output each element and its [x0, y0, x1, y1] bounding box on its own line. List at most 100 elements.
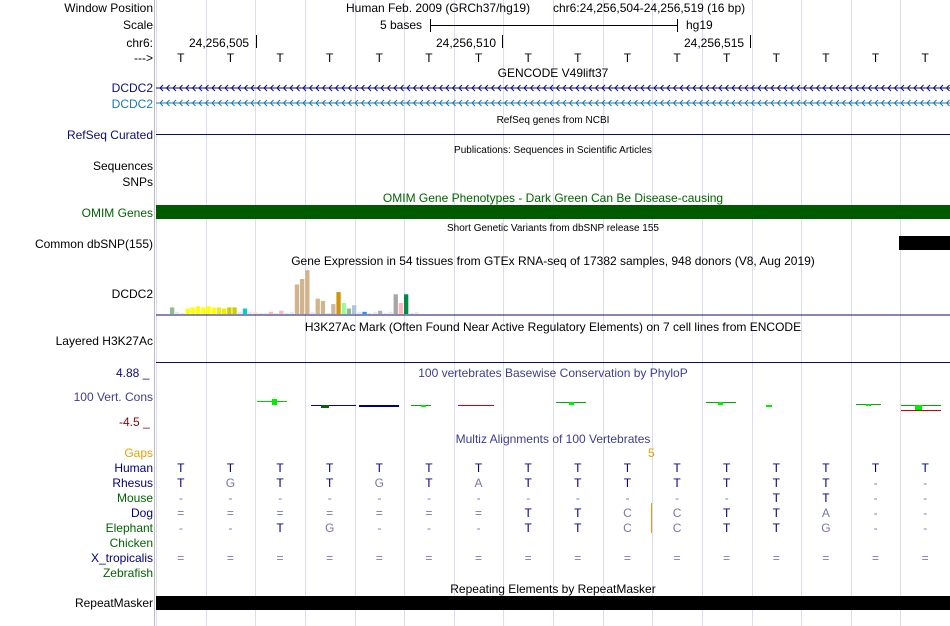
phylop-track-title[interactable]: 100 vertebrates Basewise Conservation by… [418, 366, 688, 380]
alignment-base: T [574, 461, 582, 475]
alignment-base: A [474, 476, 483, 490]
dbsnp-label[interactable]: Common dbSNP(155) [34, 237, 153, 251]
strand-chevron [289, 99, 294, 107]
alignment-base: - [873, 476, 878, 490]
strand-chevron [646, 99, 651, 107]
phylop-label[interactable]: 100 Vert. Cons [73, 390, 153, 404]
grid-line [801, 0, 802, 626]
h3k27ac-label[interactable]: Layered H3K27Ac [55, 334, 153, 348]
omim-label[interactable]: OMIM Genes [81, 206, 153, 220]
base-letter: T [474, 51, 483, 65]
repeatmasker-bar[interactable] [156, 596, 950, 610]
strand-chevron [477, 99, 482, 107]
alignment-base: = [425, 551, 433, 565]
strand-chevron [302, 99, 307, 107]
strand-chevron [737, 99, 742, 107]
species-label[interactable]: Rhesus [112, 476, 153, 490]
multiz-track-title[interactable]: Multiz Alignments of 100 Vertebrates [455, 432, 651, 446]
alignment-base: - [228, 491, 233, 505]
strand-chevron [549, 99, 554, 107]
species-label[interactable]: Chicken [109, 536, 153, 550]
strand-chevron [828, 84, 833, 92]
repeatmasker-label[interactable]: RepeatMasker [74, 596, 153, 610]
strand-chevron [412, 99, 417, 107]
alignment-base: - [923, 491, 928, 505]
alignment-base: T [723, 506, 731, 520]
refseq-label[interactable]: RefSeq Curated [66, 128, 153, 142]
gaps-label[interactable]: Gaps [124, 446, 153, 460]
strand-chevron [380, 99, 385, 107]
base-letter: T [772, 51, 780, 65]
alignment-base: T [772, 461, 780, 475]
strand-chevron [224, 99, 229, 107]
alignment-base: = [772, 551, 780, 565]
species-label[interactable]: Dog [130, 506, 153, 520]
alignment-base: - [228, 521, 233, 535]
grid-line [900, 0, 901, 626]
strand-chevron [880, 84, 885, 92]
alignment-base: T [425, 461, 433, 475]
grid-line [603, 0, 604, 626]
omim-track-title[interactable]: OMIM Gene Phenotypes - Dark Green Can Be… [382, 191, 724, 205]
dbsnp-track-title[interactable]: Short Genetic Variants from dbSNP releas… [447, 223, 659, 234]
h3k27ac-track-title[interactable]: H3K27Ac Mark (Often Found Near Active Re… [304, 320, 802, 334]
alignment-base: T [772, 521, 780, 535]
species-label[interactable]: X_tropicalis [90, 551, 153, 565]
alignment-base: T [524, 461, 532, 475]
gencode-transcripts[interactable] [156, 81, 950, 111]
dbsnp-variant-bar[interactable] [899, 236, 950, 250]
alignment-base: = [276, 506, 284, 520]
species-label[interactable]: Mouse [116, 491, 153, 505]
snps-label[interactable]: SNPs [122, 175, 153, 189]
alignment-base: - [426, 491, 431, 505]
species-label[interactable]: Elephant [105, 521, 153, 535]
strand-chevron [399, 99, 404, 107]
strand-chevron [172, 84, 177, 92]
phylop-min-label: -4.5 _ [119, 415, 150, 429]
gtex-track-title[interactable]: Gene Expression in 54 tissues from GTEx … [291, 254, 815, 268]
strand-chevron [373, 84, 378, 92]
refseq-gene-line[interactable] [156, 134, 950, 135]
strand-chevron [750, 99, 755, 107]
gtex-bar [300, 279, 305, 314]
alignment-base: T [276, 521, 284, 535]
gencode-label-1[interactable]: DCDC2 [111, 81, 153, 95]
strand-chevron [380, 84, 385, 92]
phylop-conservation-plot[interactable] [156, 396, 950, 416]
omim-gene-bar[interactable] [156, 205, 950, 219]
alignment-base: - [625, 491, 630, 505]
strand-chevron [874, 99, 879, 107]
alignment-base: T [822, 461, 830, 475]
publications-track-title[interactable]: Publications: Sequences in Scientific Ar… [454, 145, 652, 156]
alignment-base: T [276, 476, 284, 490]
alignment-base: - [873, 521, 878, 535]
strand-chevron [607, 84, 612, 92]
strand-chevron [614, 84, 619, 92]
alignment-base: T [673, 476, 681, 490]
strand-chevron [438, 84, 443, 92]
species-label[interactable]: Human [114, 461, 153, 475]
gtex-bar [305, 270, 310, 314]
alignment-base: T [326, 461, 334, 475]
assembly-title: Human Feb. 2009 (GRCh37/hg19) [346, 1, 531, 15]
refseq-track-title[interactable]: RefSeq genes from NCBI [496, 115, 610, 126]
gencode-label-2[interactable]: DCDC2 [111, 97, 153, 111]
strand-chevron [386, 99, 391, 107]
alignment-base: G [225, 476, 236, 490]
strand-chevron [568, 84, 573, 92]
strand-chevron [458, 84, 463, 92]
strand-chevron [555, 84, 560, 92]
species-label[interactable]: Zebrafish [102, 566, 153, 580]
sequences-label[interactable]: Sequences [92, 159, 153, 173]
strand-chevron [627, 84, 632, 92]
gtex-label[interactable]: DCDC2 [111, 287, 153, 301]
gtex-expression-chart[interactable] [156, 268, 950, 316]
strand-chevron [757, 99, 762, 107]
repeatmasker-track-title[interactable]: Repeating Elements by RepeatMasker [450, 582, 656, 596]
alignment-base: T [276, 461, 284, 475]
alignment-base: G [821, 521, 831, 535]
strand-chevron [549, 84, 554, 92]
strand-chevron [711, 84, 716, 92]
gencode-track-title[interactable]: GENCODE V49lift37 [497, 66, 609, 80]
alignment-base: T [623, 461, 632, 475]
